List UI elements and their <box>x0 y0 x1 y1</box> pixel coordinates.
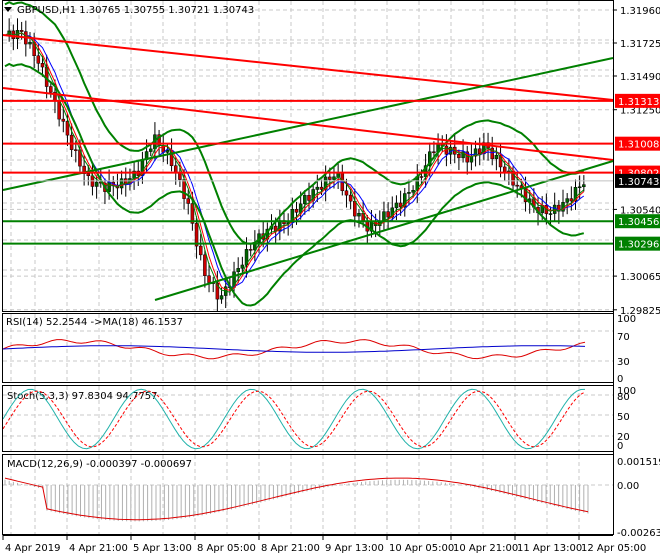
macd-title: MACD(12,26,9) -0.000397 -0.000697 <box>7 459 192 470</box>
price-axis[interactable]: 1.31960 1.31725 1.31490 1.31250 1.30540 1.300… <box>613 0 660 535</box>
stochastic-panel[interactable]: Stoch(5,3,3) 97.8304 94.7757 <box>2 388 586 450</box>
indicator-tick-label: 50 <box>617 412 630 423</box>
price-badge-label: 1.30456 <box>618 217 659 228</box>
indicator-tick-label: -0.002633 <box>617 528 660 539</box>
indicator-tick-label: 0 <box>617 441 623 452</box>
trendline-red-down[interactable] <box>2 34 614 101</box>
indicator-tick-label: 70 <box>617 332 630 343</box>
indicator-tick-label: 100 <box>617 386 636 397</box>
price-tick-label: 1.30540 <box>620 205 660 216</box>
time-label: 10 Apr 21:00 <box>453 543 518 554</box>
indicator-tick-label: 30 <box>617 357 630 368</box>
indicator-overlays <box>4 1 585 307</box>
stoch-title: Stoch(5,3,3) 97.8304 94.7757 <box>7 391 158 402</box>
time-label: 8 Apr 05:00 <box>197 543 256 554</box>
panel-frames <box>2 0 614 535</box>
price-badge <box>615 214 660 229</box>
time-label: 5 Apr 13:00 <box>133 543 192 554</box>
price-panel[interactable]: GBPUSD,H1 1.30765 1.30755 1.30721 1.3074… <box>2 1 614 312</box>
price-tick-label: 1.31725 <box>620 39 660 50</box>
macd-panel[interactable]: MACD(12,26,9) -0.000397 -0.000697 <box>4 459 589 522</box>
symbol-ohlc-header: GBPUSD,H1 1.30765 1.30755 1.30721 1.3074… <box>17 5 254 16</box>
rsi-ma-line <box>2 345 586 353</box>
price-badge-label: 1.30296 <box>618 240 659 251</box>
trendline-green-support[interactable] <box>154 160 614 301</box>
stoch-signal-line <box>2 390 586 448</box>
bollinger-upper-line <box>4 1 585 245</box>
price-tick-label: 1.30065 <box>620 272 660 283</box>
trendline-green-up[interactable] <box>2 57 614 191</box>
price-badge <box>615 93 660 108</box>
indicator-tick-label: 0.001519 <box>617 457 660 468</box>
rsi-line <box>2 339 586 360</box>
price-tick-label: 1.31490 <box>620 72 660 83</box>
stoch-main-line <box>2 388 586 450</box>
price-tick-label: 1.31960 <box>620 6 660 17</box>
time-label: 4 Apr 2019 <box>5 543 60 554</box>
time-label: 10 Apr 05:00 <box>389 543 454 554</box>
indicator-tick-label: 20 <box>617 432 630 443</box>
price-badge-label: 1.30743 <box>618 177 659 188</box>
rsi-panel[interactable]: RSI(14) 52.2544 ->MA(18) 46.1537 <box>2 317 586 360</box>
price-badge <box>615 173 660 188</box>
indicator-tick-label: 80 <box>617 392 630 403</box>
time-label: 4 Apr 21:00 <box>69 543 128 554</box>
time-label: 9 Apr 13:00 <box>325 543 384 554</box>
indicator-tick-label: 0 <box>617 374 623 385</box>
chart-header: GBPUSD,H1 1.30765 1.30755 1.30721 1.3074… <box>4 5 254 16</box>
rsi-title: RSI(14) 52.2544 ->MA(18) 46.1537 <box>6 317 183 328</box>
price-tick-label: 1.31250 <box>620 106 660 117</box>
time-label: 11 Apr 13:00 <box>517 543 582 554</box>
horizontal-levels[interactable] <box>2 34 614 301</box>
macd-signal-line <box>4 477 589 521</box>
price-badge <box>615 236 660 251</box>
time-axis[interactable]: 4 Apr 2019 4 Apr 21:00 5 Apr 13:00 8 Apr 05… <box>2 535 646 554</box>
indicator-tick-label: 0.00 <box>617 481 639 492</box>
time-label: 8 Apr 21:00 <box>261 543 320 554</box>
price-badge <box>615 136 660 151</box>
time-label: 12 Apr 05:00 <box>581 543 646 554</box>
indicator-tick-label: 100 <box>617 314 636 325</box>
price-tick-label: 1.29825 <box>620 306 660 317</box>
price-badge-label: 1.31008 <box>618 140 659 151</box>
price-badge-label: 1.31313 <box>618 97 659 108</box>
dropdown-triangle-icon[interactable] <box>4 7 12 12</box>
